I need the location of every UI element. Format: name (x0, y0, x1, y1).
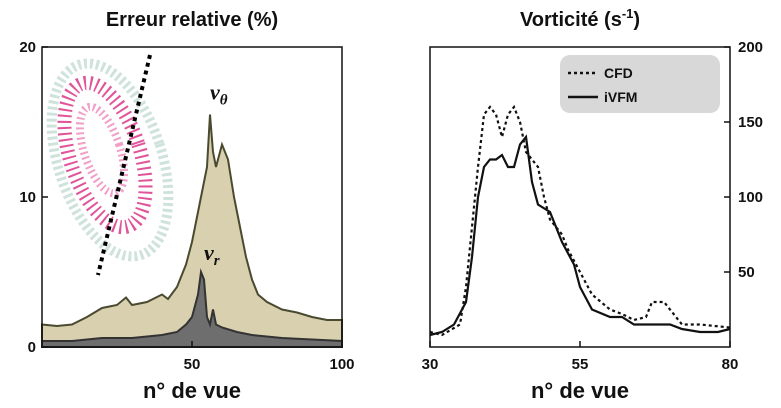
annotation: vθ (210, 80, 228, 109)
x-tick-label: 55 (572, 356, 589, 373)
inset-flow (46, 58, 174, 262)
line (429, 104, 731, 337)
title-part: Vorticité (s (520, 9, 622, 31)
annotation-sub: θ (220, 93, 228, 109)
x-tick-label: 80 (722, 356, 739, 373)
inset-flow (57, 75, 153, 235)
y-tick-label: 150 (738, 114, 763, 131)
legend-label: iVFM (604, 89, 637, 105)
y-tick-label: 100 (738, 189, 763, 206)
y-tick-label: 50 (738, 264, 755, 281)
x-axis-label: n° de vue (531, 378, 629, 403)
annotation-text: v (210, 80, 220, 105)
x-tick-label: 100 (329, 356, 354, 373)
legend-box (560, 55, 720, 113)
x-axis-label: n° de vue (143, 378, 241, 403)
chart-title: Erreur relative (%) (106, 9, 278, 31)
chart-title: Vorticité (s-1) (520, 6, 640, 31)
annotation-sub: r (214, 253, 220, 269)
vortex-inset (46, 54, 174, 276)
annotation-text: v (204, 240, 214, 265)
inset-cut-line (96, 54, 152, 276)
area (41, 114, 343, 348)
y-tick-label: 20 (19, 39, 36, 56)
annotation: vr (204, 240, 220, 269)
title-part: -1 (622, 6, 634, 21)
line (429, 134, 731, 337)
legend-label: CFD (604, 65, 633, 81)
y-tick-label: 0 (28, 339, 36, 356)
x-tick-label: 50 (184, 356, 201, 373)
title-part: ) (633, 9, 640, 31)
y-tick-label: 200 (738, 39, 763, 56)
inset-flow (75, 102, 129, 198)
x-tick-label: 30 (422, 356, 439, 373)
area (41, 268, 343, 348)
y-tick-label: 10 (19, 189, 36, 206)
